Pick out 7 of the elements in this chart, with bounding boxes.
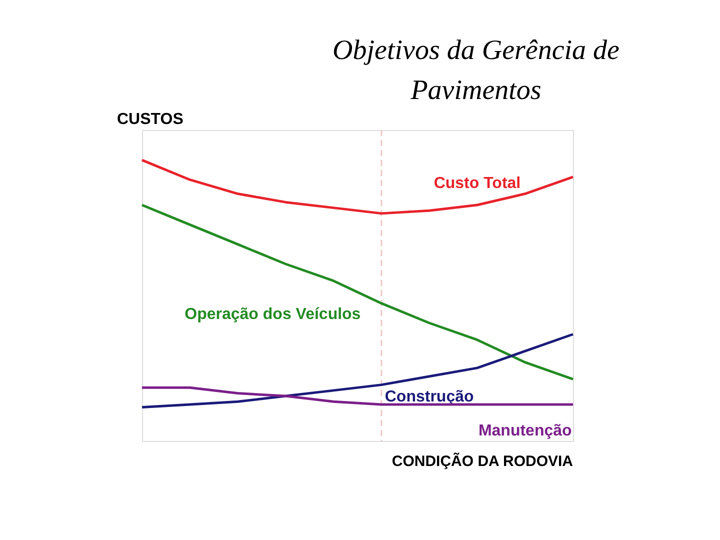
series-label: Construção: [384, 388, 474, 406]
series-label: Operação dos Veículos: [184, 306, 361, 324]
series-label: Custo Total: [434, 175, 521, 192]
y-axis-title: CUSTOS: [117, 111, 184, 128]
x-axis-title: CONDIÇÃO DA RODOVIA: [392, 452, 574, 470]
series-label: Manutenção: [478, 422, 572, 440]
chart-title: Objetivos da Gerência de Pavimentos: [332, 35, 620, 106]
